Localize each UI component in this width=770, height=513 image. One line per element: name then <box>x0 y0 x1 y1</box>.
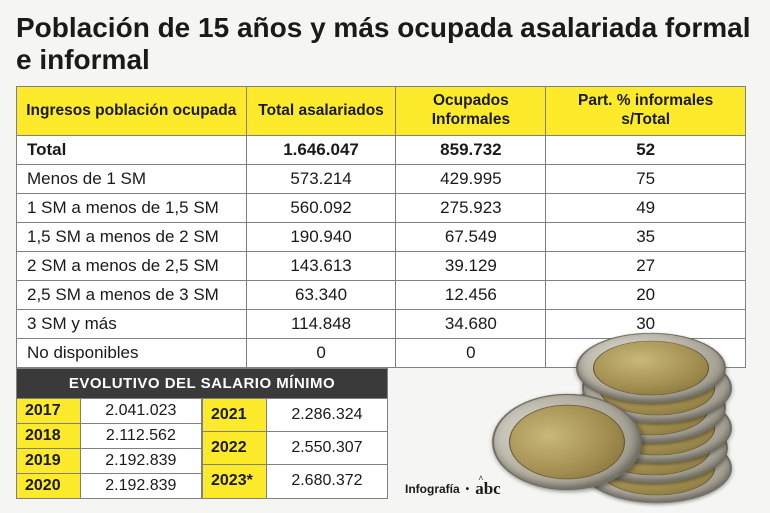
year-cell: 2020 <box>17 473 81 498</box>
cell-value: 143.613 <box>246 251 396 280</box>
cell-label: Total <box>17 135 247 164</box>
evolutivo-table-right: 2021 2.286.324 2022 2.550.307 2023* 2.68… <box>202 398 388 499</box>
value-cell: 2.192.839 <box>80 448 201 473</box>
table-row: 2018 2.112.562 <box>17 423 202 448</box>
table-row-total: Total 1.646.047 859.732 52 <box>17 135 746 164</box>
cell-value: 190.940 <box>246 222 396 251</box>
credit-label: Infografía <box>405 482 460 496</box>
cell-value: 52 <box>546 135 746 164</box>
coins-illustration <box>532 327 762 507</box>
table-row: 2017 2.041.023 <box>17 398 202 423</box>
cell-value: 12.456 <box>396 280 546 309</box>
evolutivo-title: EVOLUTIVO DEL SALARIO MÍNIMO <box>16 368 388 398</box>
coin-icon <box>576 333 726 403</box>
table-row: 1 SM a menos de 1,5 SM 560.092 275.923 4… <box>17 193 746 222</box>
cell-label: 2,5 SM a menos de 3 SM <box>17 280 247 309</box>
year-cell: 2017 <box>17 398 81 423</box>
value-cell: 2.680.372 <box>266 465 387 498</box>
col-header: Part. % informales s/Total <box>546 87 746 135</box>
table-row: 2,5 SM a menos de 3 SM 63.340 12.456 20 <box>17 280 746 309</box>
col-header: Total asalariados <box>246 87 396 135</box>
abc-logo: ^abc <box>475 479 501 499</box>
year-cell: 2018 <box>17 423 81 448</box>
cell-value: 35 <box>546 222 746 251</box>
cell-value: 49 <box>546 193 746 222</box>
col-header: Ingresos población ocupada <box>17 87 247 135</box>
table-row: Menos de 1 SM 573.214 429.995 75 <box>17 164 746 193</box>
table-row: 2021 2.286.324 <box>203 398 388 431</box>
cell-value: 67.549 <box>396 222 546 251</box>
value-cell: 2.192.839 <box>80 473 201 498</box>
cell-label: No disponibles <box>17 338 247 367</box>
col-header: Ocupados Informales <box>396 87 546 135</box>
table-row: 2022 2.550.307 <box>203 431 388 464</box>
table-row: 2019 2.192.839 <box>17 448 202 473</box>
cell-value: 114.848 <box>246 309 396 338</box>
value-cell: 2.550.307 <box>266 431 387 464</box>
cell-value: 429.995 <box>396 164 546 193</box>
cell-value: 573.214 <box>246 164 396 193</box>
evolutivo-table-left: 2017 2.041.023 2018 2.112.562 2019 2.192… <box>16 398 202 499</box>
value-cell: 2.112.562 <box>80 423 201 448</box>
cell-value: 39.129 <box>396 251 546 280</box>
table-row: 2 SM a menos de 2,5 SM 143.613 39.129 27 <box>17 251 746 280</box>
table-row: 1,5 SM a menos de 2 SM 190.940 67.549 35 <box>17 222 746 251</box>
year-cell: 2023* <box>203 465 267 498</box>
cell-label: 1 SM a menos de 1,5 SM <box>17 193 247 222</box>
value-cell: 2.041.023 <box>80 398 201 423</box>
cell-label: 1,5 SM a menos de 2 SM <box>17 222 247 251</box>
value-cell: 2.286.324 <box>266 398 387 431</box>
cell-value: 560.092 <box>246 193 396 222</box>
credit-line: Infografía • ^abc <box>405 479 501 499</box>
table-row: 2020 2.192.839 <box>17 473 202 498</box>
cell-value: 20 <box>546 280 746 309</box>
cell-label: 2 SM a menos de 2,5 SM <box>17 251 247 280</box>
cell-value: 75 <box>546 164 746 193</box>
table-header-row: Ingresos población ocupada Total asalari… <box>17 87 746 135</box>
cell-value: 859.732 <box>396 135 546 164</box>
table-row: 2023* 2.680.372 <box>203 465 388 498</box>
page-title: Población de 15 años y más ocupada asala… <box>16 12 754 76</box>
cell-value: 1.646.047 <box>246 135 396 164</box>
cell-value: 275.923 <box>396 193 546 222</box>
cell-label: 3 SM y más <box>17 309 247 338</box>
cell-value: 27 <box>546 251 746 280</box>
separator-dot-icon: • <box>466 484 470 495</box>
cell-value: 0 <box>246 338 396 367</box>
cell-label: Menos de 1 SM <box>17 164 247 193</box>
main-table: Ingresos población ocupada Total asalari… <box>16 86 746 367</box>
year-cell: 2022 <box>203 431 267 464</box>
cell-value: 63.340 <box>246 280 396 309</box>
year-cell: 2019 <box>17 448 81 473</box>
year-cell: 2021 <box>203 398 267 431</box>
cell-value: 34.680 <box>396 309 546 338</box>
cell-value: 0 <box>396 338 546 367</box>
